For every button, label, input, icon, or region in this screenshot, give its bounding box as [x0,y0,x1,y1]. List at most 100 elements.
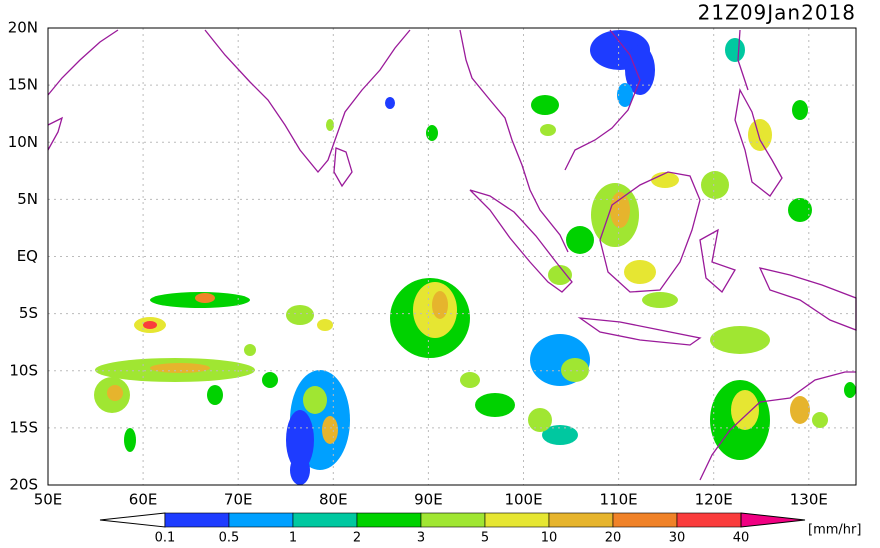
rain-area [566,226,594,254]
colorbar-label: 10 [541,531,558,545]
colorbar-box [420,512,486,528]
colorbar-label: 40 [733,531,750,545]
rain-area [548,265,572,285]
rain-area [107,385,123,401]
lat-label: 10N [8,133,38,151]
rain-area [710,326,770,354]
rain-area [426,125,438,141]
colorbar-label: 30 [669,531,686,545]
rain-area [432,291,448,319]
lon-label: 50E [34,491,63,509]
rain-area [731,390,759,430]
rain-area [531,95,559,115]
rain-area [303,386,327,414]
rain-area [792,100,808,120]
rain-area [326,119,334,131]
rain-area [788,198,812,222]
rain-area [701,171,729,199]
rain-area [244,344,256,356]
lon-label: 90E [414,491,443,509]
rain-area [385,97,395,109]
colorbar-label: 0.1 [155,531,176,545]
coastline [47,116,64,151]
colorbar-high-triangle [740,512,806,528]
lon-label: 110E [600,491,638,509]
colorbar-box [356,512,422,528]
rain-area [617,83,633,107]
lat-label: 20N [8,19,38,37]
lon-label: 100E [504,491,542,509]
colorbar-unit: [mm/hr] [808,523,861,538]
rain-area [207,385,223,405]
map-frame [47,27,857,486]
rain-area [651,172,679,188]
colorbar-box [676,512,742,528]
rain-area [642,292,678,308]
rain-area [195,293,215,303]
rain-area [460,372,480,388]
colorbar-label: 2 [353,531,361,545]
colorbar-box [164,512,230,528]
colorbar: 0.1 0.5 1 2 3 5 10 20 30 40 [99,512,806,546]
rain-area [124,428,136,452]
coastline [699,228,736,294]
rain-area [625,45,655,95]
colorbar-low-triangle [99,512,166,528]
rain-area [262,372,278,388]
rain-area [475,393,515,417]
colorbar-box [548,512,614,528]
colorbar-label: 20 [605,531,622,545]
lat-label: 15S [9,418,38,436]
rain-area [322,416,338,444]
coastline [469,189,573,293]
coastline [47,29,119,96]
rain-area [286,410,314,470]
colorbar-label: 3 [417,531,425,545]
coastline [204,29,411,174]
lat-label: 15N [8,76,38,94]
lon-label: 120E [695,491,733,509]
coastline [333,147,353,188]
colorbar-box [484,512,550,528]
coastline [459,29,569,253]
colorbar-box [292,512,358,528]
rain-area [748,119,772,151]
rain-area [725,38,745,62]
lat-label: 20S [9,476,38,494]
lat-label: 10S [9,361,38,379]
colorbar-label: 0.5 [219,531,240,545]
rain-area [561,358,589,382]
lon-label: 130E [790,491,828,509]
lon-label: 60E [129,491,158,509]
rain-area [844,382,856,398]
coastline [564,29,641,171]
colorbar-box [612,512,678,528]
rain-field [94,30,856,485]
rain-area [812,412,828,428]
coastline [699,371,856,481]
rain-area [150,363,210,373]
lat-labels: 20N 15N 10N 5N EQ 5S 10S 15S 20S [8,19,38,494]
colorbar-label: 1 [289,531,297,545]
coastline [737,29,749,91]
lon-label: 70E [224,491,253,509]
coastline [577,317,702,346]
lon-label: 80E [319,491,348,509]
rain-area [317,319,333,331]
rain-area [528,408,552,432]
grid [48,28,856,485]
lat-label: 5S [19,304,38,322]
rain-area [286,305,314,325]
rain-area [790,396,810,424]
rain-area [540,124,556,136]
coastline [599,171,701,293]
lat-label: EQ [17,247,38,265]
rain-area [624,260,656,284]
lat-label: 5N [17,190,38,208]
lon-labels: 50E 60E 70E 80E 90E 100E 110E 120E 130E [34,491,828,509]
rain-area [610,192,630,228]
rain-area [290,455,310,485]
rain-area [542,425,578,445]
colorbar-label: 5 [481,531,489,545]
